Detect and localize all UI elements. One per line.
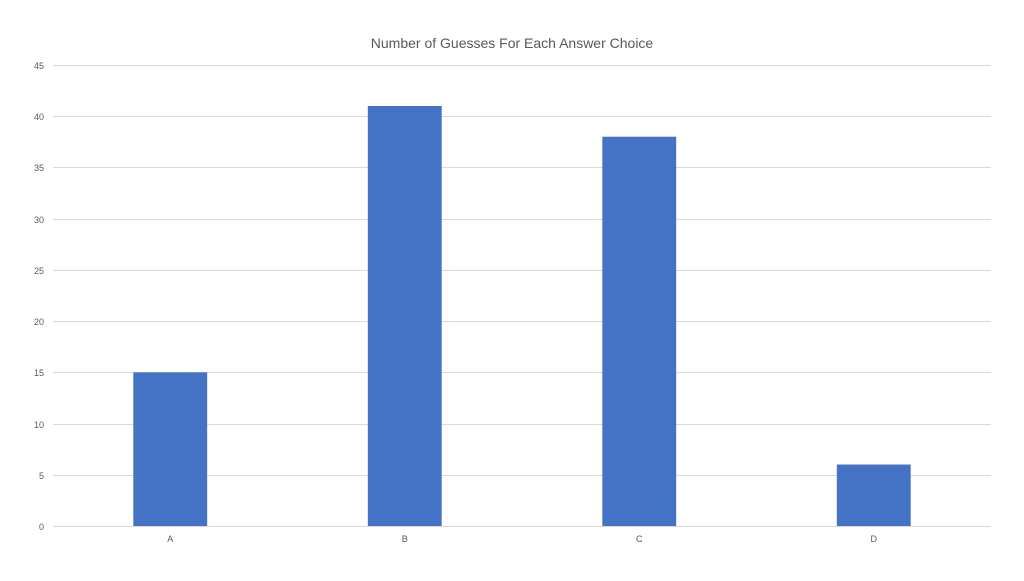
y-tick-label: 15 bbox=[34, 368, 44, 378]
chart-title: Number of Guesses For Each Answer Choice bbox=[370, 35, 654, 51]
x-tick-label: D bbox=[871, 534, 878, 544]
y-tick-label: 35 bbox=[34, 163, 44, 173]
bar-d bbox=[836, 464, 911, 526]
y-tick-label: 40 bbox=[34, 112, 44, 122]
y-tick-label: 10 bbox=[34, 420, 44, 430]
y-tick-label: 5 bbox=[39, 471, 44, 481]
x-tick-label: B bbox=[402, 534, 408, 544]
bar-b bbox=[367, 105, 442, 526]
y-tick-label: 45 bbox=[34, 61, 44, 71]
x-tick-label: A bbox=[167, 534, 173, 544]
y-tick-label: 0 bbox=[39, 522, 44, 532]
y-tick-label: 25 bbox=[34, 266, 44, 276]
bar-c bbox=[602, 136, 677, 526]
y-tick-label: 30 bbox=[34, 215, 44, 225]
x-tick-label: C bbox=[636, 534, 643, 544]
bar-a bbox=[133, 372, 208, 526]
y-tick-label: 20 bbox=[34, 317, 44, 327]
